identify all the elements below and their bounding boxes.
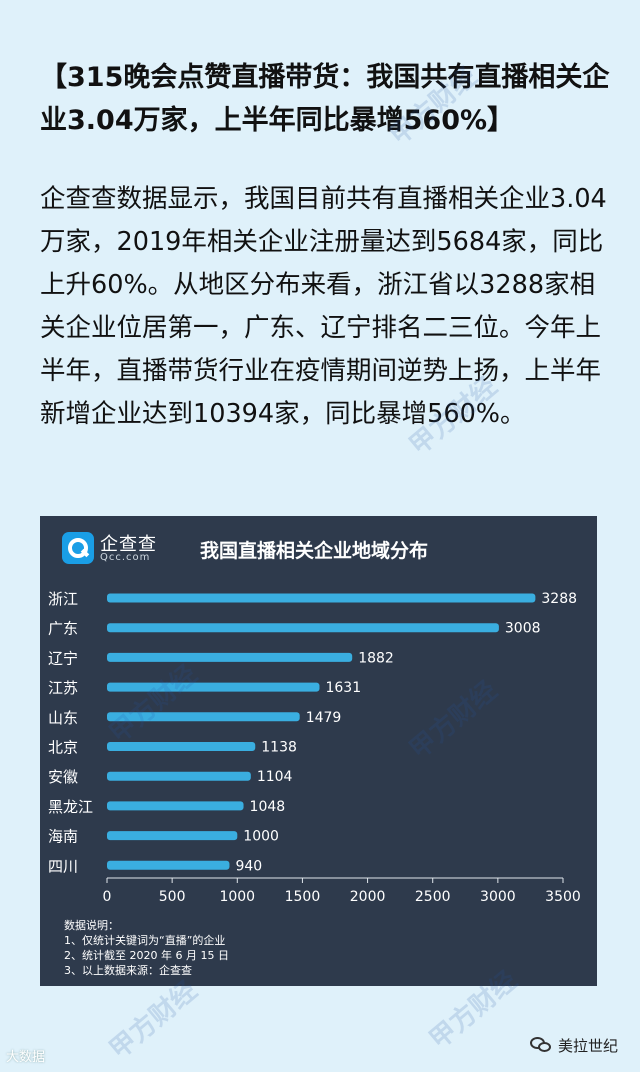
category-label: 江苏 — [48, 679, 78, 697]
bar-chart: 浙江 3288 广东 3008 辽宁 1882 江苏 1631 山东 1479 北京 1138 安徽 11… — [48, 590, 581, 905]
x-tick-label: 0 — [103, 889, 112, 905]
category-label: 北京 — [48, 739, 78, 757]
note-1: 1、仅统计关键词为“直播”的企业 — [64, 934, 226, 947]
x-tick-label: 500 — [159, 889, 186, 905]
x-tick-label: 1500 — [285, 889, 321, 905]
category-label: 海南 — [48, 828, 78, 846]
note-2: 2、统计截至 2020 年 6 月 15 日 — [64, 949, 229, 962]
wechat-account[interactable]: 美拉世纪 — [530, 1034, 618, 1056]
data-label: 3288 — [541, 591, 577, 607]
logo-sub: Qcc.com — [100, 552, 151, 563]
account-name: 美拉世纪 — [558, 1036, 619, 1055]
qcc-logo: 企查查 Qcc.com — [62, 528, 172, 568]
bar — [107, 771, 251, 781]
chart-title: 我国直播相关企业地域分布 — [200, 540, 429, 562]
category-label: 浙江 — [48, 590, 78, 608]
data-label: 1000 — [243, 829, 279, 845]
x-tick-label: 3000 — [480, 889, 516, 905]
bar — [107, 682, 320, 692]
wechat-icon — [530, 1035, 552, 1055]
x-tick-label: 2000 — [350, 889, 386, 905]
bar — [107, 860, 230, 870]
category-label: 四川 — [48, 857, 78, 875]
category-label: 辽宁 — [48, 649, 78, 667]
article-body: 企查查数据显示，我国目前共有直播相关企业3.04万家，2019年相关企业注册量达… — [40, 184, 607, 429]
notes-title: 数据说明： — [64, 919, 119, 932]
data-label: 1138 — [261, 740, 297, 756]
article-headline: 【315晚会点赞直播带货：我国共有直播相关企业3.04万家，上半年同比暴增560… — [40, 62, 610, 136]
data-label: 1631 — [325, 680, 361, 696]
category-label: 广东 — [48, 620, 78, 638]
note-3: 3、以上数据来源：企查查 — [64, 964, 192, 977]
data-label: 1882 — [358, 650, 394, 666]
category-label: 黑龙江 — [48, 798, 93, 816]
bar — [107, 801, 244, 811]
qcc-logo-icon — [62, 532, 94, 564]
x-tick-label: 1000 — [219, 889, 255, 905]
x-tick-label: 2500 — [415, 889, 451, 905]
chart-notes: 数据说明： 1、仅统计关键词为“直播”的企业 2、统计截至 2020 年 6 月… — [64, 918, 229, 978]
bar — [107, 652, 353, 662]
data-label: 3008 — [505, 621, 541, 637]
bar — [107, 712, 300, 722]
chart-card: 浙江 3288 广东 3008 辽宁 1882 江苏 1631 山东 1479 北京 1138 安徽 11… — [40, 516, 597, 986]
data-label: 1479 — [306, 710, 342, 726]
bar — [107, 593, 536, 603]
data-label: 1048 — [250, 799, 286, 815]
bar — [107, 831, 238, 841]
bar — [107, 623, 499, 633]
data-label: 940 — [235, 858, 262, 874]
category-label: 安徽 — [48, 768, 78, 786]
bar — [107, 742, 256, 751]
x-tick-label: 3500 — [545, 889, 581, 905]
data-label: 1104 — [257, 769, 293, 785]
footer-source: 大数据 — [6, 1050, 46, 1065]
category-label: 山东 — [48, 709, 78, 727]
logo-name: 企查查 — [100, 534, 157, 555]
